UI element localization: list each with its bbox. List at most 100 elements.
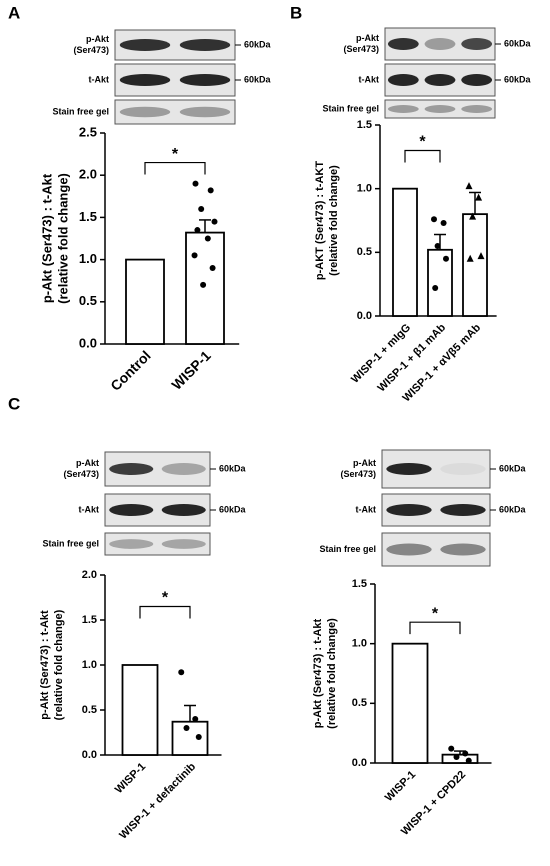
panel-label: B bbox=[290, 3, 302, 22]
x-tick-label: WISP-1 bbox=[383, 769, 418, 804]
blot-size: 60kDa bbox=[219, 504, 247, 514]
significance-bracket bbox=[144, 161, 206, 175]
x-tick-label: WISP-1 + mIgG bbox=[349, 322, 413, 386]
data-point bbox=[431, 216, 437, 223]
blot-band bbox=[109, 504, 154, 516]
blot-band bbox=[387, 74, 419, 86]
blot-frame bbox=[381, 532, 491, 567]
data-point bbox=[192, 180, 199, 187]
panel-label: C bbox=[8, 394, 20, 413]
blot-label: t-Akt bbox=[359, 74, 380, 84]
blot-band bbox=[179, 74, 231, 86]
blot-band bbox=[119, 74, 171, 86]
blot-size: 60kDa bbox=[504, 38, 532, 48]
blot-band bbox=[386, 463, 432, 475]
data-point bbox=[475, 193, 483, 201]
blot-band bbox=[440, 504, 486, 516]
blot-band bbox=[161, 539, 206, 549]
panel: Bp-Akt(Ser473) 60kDa t-Akt 60kDa Stain free … bbox=[290, 3, 532, 404]
blot-band bbox=[387, 38, 419, 50]
data-point bbox=[211, 218, 218, 225]
y-tick-label: 0.5 bbox=[82, 704, 97, 716]
blot-label: (Ser473) bbox=[343, 44, 379, 54]
y-tick-label: 1.0 bbox=[352, 638, 367, 650]
bar bbox=[121, 664, 159, 756]
bar bbox=[171, 720, 209, 756]
data-point bbox=[469, 212, 477, 220]
data-point bbox=[453, 754, 460, 761]
blot-band bbox=[424, 38, 456, 50]
blot-label: t-Akt bbox=[356, 504, 377, 514]
blot-label: p-Akt bbox=[76, 458, 99, 468]
blot-label: Stain free gel bbox=[52, 106, 109, 116]
blot-band bbox=[179, 106, 231, 118]
bar bbox=[392, 187, 418, 317]
y-tick-label: 0.0 bbox=[82, 749, 97, 761]
panel-label: A bbox=[8, 3, 20, 22]
data-point bbox=[448, 745, 455, 752]
blot-label: Stain free gel bbox=[42, 538, 99, 548]
blot-label: (Ser473) bbox=[340, 469, 376, 479]
y-tick-label: 1.0 bbox=[357, 183, 372, 195]
blot-label: (Ser473) bbox=[73, 45, 109, 55]
data-point bbox=[432, 284, 439, 291]
y-tick-label: 0.0 bbox=[352, 757, 367, 769]
y-tick-label: 2.0 bbox=[82, 569, 97, 581]
data-point bbox=[198, 205, 205, 212]
data-point bbox=[209, 265, 216, 272]
blot-label: p-Akt bbox=[356, 33, 379, 43]
bar bbox=[185, 231, 225, 345]
blot-band bbox=[461, 38, 493, 50]
data-point bbox=[183, 725, 190, 731]
blot-band bbox=[386, 504, 432, 516]
blot-label: (Ser473) bbox=[63, 469, 99, 479]
significance-bracket bbox=[139, 605, 191, 619]
data-point bbox=[440, 220, 447, 227]
blot-band bbox=[440, 463, 486, 475]
blot-label: Stain free gel bbox=[322, 103, 379, 113]
x-tick-label: WISP-1 bbox=[113, 761, 148, 796]
data-point bbox=[465, 182, 473, 190]
blot-frame bbox=[384, 99, 496, 119]
data-point bbox=[191, 252, 198, 259]
y-tick-label: 1.5 bbox=[82, 614, 97, 626]
y-axis-label: (relative fold change) bbox=[328, 165, 340, 276]
blot-band bbox=[161, 504, 206, 516]
y-tick-label: 2.5 bbox=[79, 124, 97, 139]
blot-size: 60kDa bbox=[504, 74, 532, 84]
blot-size: 60kDa bbox=[499, 504, 527, 514]
data-point bbox=[443, 255, 449, 262]
bar bbox=[391, 642, 429, 764]
data-point bbox=[195, 734, 202, 740]
blot-label: t-Akt bbox=[89, 74, 110, 84]
significance-label: * bbox=[172, 146, 179, 163]
data-point bbox=[192, 716, 199, 722]
blot-band bbox=[109, 539, 154, 549]
blot-band bbox=[440, 543, 486, 556]
blot-band bbox=[387, 105, 419, 113]
blot-label: p-Akt bbox=[353, 458, 376, 468]
significance-bracket bbox=[404, 149, 441, 163]
y-tick-label: 1.5 bbox=[357, 119, 372, 131]
significance-label: * bbox=[432, 605, 439, 622]
blot-band bbox=[461, 105, 493, 113]
blot-frame bbox=[114, 99, 236, 125]
blot-band bbox=[119, 106, 171, 118]
y-tick-label: 0.5 bbox=[357, 246, 372, 258]
blot-size: 60kDa bbox=[219, 463, 247, 473]
bar bbox=[125, 258, 165, 345]
y-tick-label: 1.0 bbox=[82, 659, 97, 671]
significance-bracket bbox=[409, 621, 461, 635]
y-tick-label: 1.5 bbox=[79, 209, 97, 224]
data-point bbox=[207, 187, 214, 194]
data-point bbox=[200, 281, 207, 288]
data-point bbox=[465, 757, 472, 764]
data-point bbox=[178, 669, 185, 676]
panel: Ap-Akt(Ser473) 60kDa t-Akt 60kDa Stain free … bbox=[8, 3, 272, 393]
blot-band bbox=[179, 39, 231, 51]
data-point bbox=[462, 750, 469, 757]
y-axis-label: p-AKT (Ser473) : t-AKT bbox=[314, 161, 326, 280]
y-tick-label: 0.5 bbox=[352, 697, 367, 709]
blot-size: 60kDa bbox=[244, 39, 272, 49]
